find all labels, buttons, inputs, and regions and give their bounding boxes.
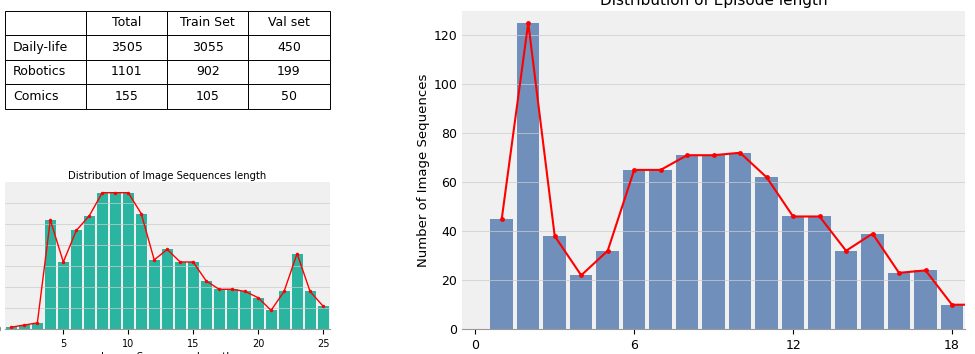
Bar (729, 153, 752, 329)
Bar (187, 262, 199, 329)
Bar (265, 310, 277, 329)
X-axis label: Image Sequences Length: Image Sequences Length (101, 352, 233, 354)
Bar (543, 236, 566, 329)
Bar (226, 289, 238, 329)
Bar (597, 251, 619, 329)
Bar (240, 291, 251, 329)
Bar (175, 262, 185, 329)
Bar (915, 270, 937, 329)
Bar (71, 230, 82, 329)
Bar (214, 289, 224, 329)
Bar (123, 193, 134, 329)
Bar (570, 275, 593, 329)
Bar (649, 170, 672, 329)
Bar (45, 220, 56, 329)
Bar (808, 217, 831, 329)
Bar (279, 291, 290, 329)
Bar (304, 291, 316, 329)
Bar (941, 305, 963, 329)
Bar (888, 273, 911, 329)
Title: Distribution of Episode length: Distribution of Episode length (600, 0, 828, 8)
Bar (32, 323, 43, 329)
Title: Distribution of Image Sequences length: Distribution of Image Sequences length (68, 171, 266, 181)
Bar (623, 170, 645, 329)
Bar (676, 155, 698, 329)
Bar (292, 253, 302, 329)
Bar (835, 251, 857, 329)
Bar (6, 327, 17, 329)
Bar (318, 306, 329, 329)
Bar (149, 260, 160, 329)
Bar (702, 155, 724, 329)
Bar (490, 219, 513, 329)
Y-axis label: Number of Image Sequences: Number of Image Sequences (417, 73, 431, 267)
Bar (162, 250, 173, 329)
Bar (782, 217, 804, 329)
Bar (97, 193, 108, 329)
Bar (201, 281, 212, 329)
Bar (136, 214, 147, 329)
Bar (861, 234, 883, 329)
Bar (84, 216, 95, 329)
Bar (517, 23, 539, 329)
Bar (253, 298, 263, 329)
Bar (19, 325, 30, 329)
Bar (967, 305, 975, 329)
Bar (756, 177, 778, 329)
Bar (110, 193, 121, 329)
Bar (58, 262, 69, 329)
